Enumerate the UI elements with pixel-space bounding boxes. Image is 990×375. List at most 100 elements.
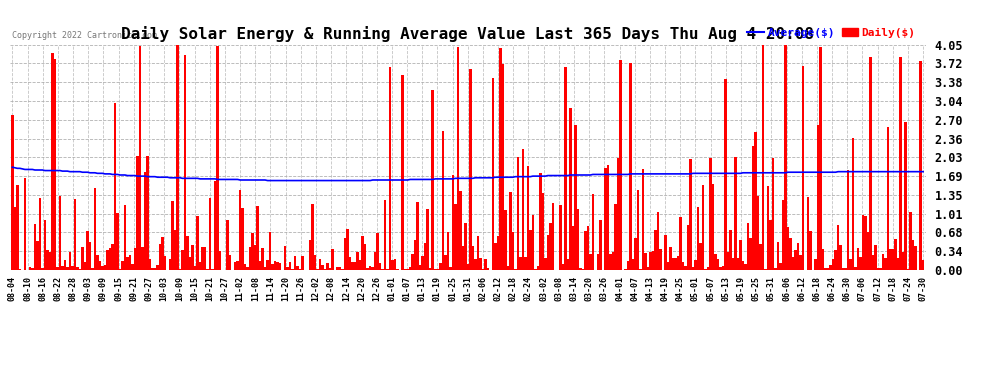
- Bar: [402, 75, 404, 270]
- Bar: [68, 252, 71, 270]
- Bar: [840, 244, 842, 270]
- Bar: [484, 259, 486, 270]
- Bar: [461, 246, 464, 270]
- Bar: [697, 207, 699, 270]
- Bar: [73, 199, 76, 270]
- Bar: [514, 268, 517, 270]
- Bar: [168, 260, 171, 270]
- Bar: [86, 231, 89, 270]
- Bar: [386, 269, 389, 270]
- Bar: [569, 108, 571, 270]
- Bar: [381, 269, 384, 270]
- Bar: [799, 255, 802, 270]
- Bar: [324, 269, 327, 270]
- Bar: [754, 132, 756, 270]
- Bar: [674, 258, 677, 270]
- Bar: [256, 206, 258, 270]
- Bar: [712, 184, 714, 270]
- Bar: [561, 264, 564, 270]
- Bar: [432, 90, 434, 270]
- Bar: [540, 172, 542, 270]
- Bar: [774, 268, 777, 270]
- Bar: [849, 258, 851, 270]
- Bar: [637, 190, 640, 270]
- Bar: [163, 256, 166, 270]
- Bar: [922, 260, 925, 270]
- Bar: [702, 185, 704, 270]
- Bar: [874, 245, 877, 270]
- Bar: [666, 262, 669, 270]
- Bar: [492, 78, 494, 270]
- Bar: [730, 230, 732, 270]
- Bar: [209, 198, 211, 270]
- Bar: [817, 125, 820, 270]
- Bar: [842, 268, 844, 270]
- Bar: [469, 69, 471, 270]
- Bar: [49, 252, 51, 270]
- Bar: [276, 262, 279, 270]
- Bar: [148, 259, 151, 270]
- Bar: [71, 267, 73, 270]
- Bar: [229, 255, 232, 270]
- Bar: [261, 248, 264, 270]
- Bar: [846, 170, 849, 270]
- Bar: [671, 258, 674, 270]
- Bar: [820, 46, 822, 270]
- Bar: [116, 213, 119, 270]
- Bar: [29, 267, 31, 270]
- Bar: [759, 244, 761, 270]
- Text: Copyright 2022 Cartronics.com: Copyright 2022 Cartronics.com: [12, 32, 156, 40]
- Bar: [391, 260, 394, 270]
- Bar: [201, 247, 204, 270]
- Bar: [444, 255, 446, 270]
- Bar: [529, 230, 532, 270]
- Bar: [301, 256, 304, 270]
- Bar: [299, 268, 301, 270]
- Bar: [542, 193, 545, 270]
- Bar: [227, 220, 229, 270]
- Bar: [332, 249, 334, 270]
- Bar: [91, 268, 94, 270]
- Bar: [664, 235, 666, 270]
- Bar: [114, 104, 116, 270]
- Bar: [414, 240, 417, 270]
- Bar: [327, 263, 329, 270]
- Bar: [669, 247, 671, 270]
- Bar: [719, 267, 722, 270]
- Bar: [47, 251, 49, 270]
- Bar: [732, 258, 735, 270]
- Bar: [815, 259, 817, 270]
- Bar: [497, 236, 499, 270]
- Bar: [66, 267, 68, 270]
- Bar: [204, 247, 206, 270]
- Bar: [882, 254, 884, 270]
- Bar: [584, 231, 587, 270]
- Bar: [51, 54, 53, 270]
- Bar: [99, 261, 101, 270]
- Bar: [466, 264, 469, 270]
- Bar: [877, 268, 879, 270]
- Bar: [219, 251, 222, 270]
- Bar: [286, 267, 289, 270]
- Bar: [359, 260, 361, 270]
- Bar: [127, 257, 129, 270]
- Bar: [677, 256, 679, 270]
- Bar: [744, 264, 746, 270]
- Bar: [579, 268, 581, 270]
- Bar: [364, 244, 366, 270]
- Bar: [809, 231, 812, 270]
- Bar: [879, 268, 882, 270]
- Bar: [37, 241, 39, 270]
- Bar: [624, 269, 627, 270]
- Bar: [142, 248, 144, 270]
- Bar: [635, 238, 637, 270]
- Bar: [63, 260, 66, 270]
- Bar: [417, 202, 419, 270]
- Bar: [186, 236, 189, 270]
- Bar: [699, 243, 702, 270]
- Bar: [53, 59, 56, 270]
- Bar: [910, 211, 912, 270]
- Bar: [630, 63, 632, 270]
- Bar: [722, 266, 725, 270]
- Bar: [56, 267, 58, 270]
